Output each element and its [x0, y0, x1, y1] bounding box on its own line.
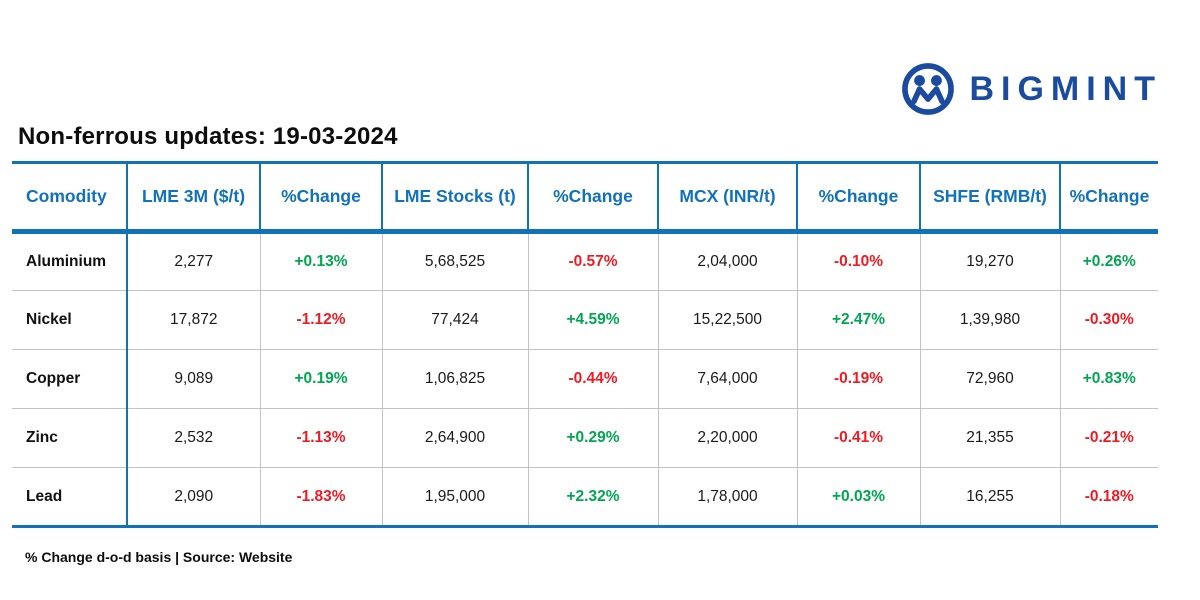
mcx-cell: 7,64,000 [657, 349, 797, 409]
mcx-change-cell: -0.10% [796, 231, 920, 291]
mcx-cell: 15,22,500 [657, 290, 797, 350]
commodity-table-container: Comodity LME 3M ($/t) %Change LME Stocks… [12, 161, 1158, 528]
shfe-cell: 16,255 [919, 467, 1060, 527]
lme-3m-change-cell: +0.19% [259, 349, 382, 409]
lme-3m-change-cell: -1.12% [259, 290, 382, 350]
shfe-change-cell: +0.26% [1059, 231, 1158, 291]
mcx-change-cell: +2.47% [796, 290, 920, 350]
column-header-shfe: SHFE (RMB/t) [919, 162, 1060, 234]
lme-stocks-change-cell: +4.59% [527, 290, 658, 350]
column-header-lme-3m: LME 3M ($/t) [126, 162, 260, 234]
lme-3m-change-cell: -1.13% [259, 408, 382, 468]
lme-stocks-cell: 1,95,000 [381, 467, 528, 527]
lme-stocks-cell: 1,06,825 [381, 349, 528, 409]
commodity-name-cell: Zinc [12, 408, 127, 468]
mcx-cell: 2,04,000 [657, 231, 797, 291]
brand-logo: BIGMINT [901, 62, 1162, 116]
lme-stocks-change-cell: +2.32% [527, 467, 658, 527]
table-row-nickel: Nickel 17,872 -1.12% 77,424 +4.59% 15,22… [12, 290, 1158, 350]
page-title: Non-ferrous updates: 19-03-2024 [18, 123, 398, 150]
shfe-change-cell: -0.30% [1059, 290, 1158, 350]
table-row-copper: Copper 9,089 +0.19% 1,06,825 -0.44% 7,64… [12, 349, 1158, 409]
lme-3m-cell: 2,532 [126, 408, 260, 468]
mcx-cell: 1,78,000 [657, 467, 797, 527]
lme-stocks-cell: 5,68,525 [381, 231, 528, 291]
lme-3m-cell: 2,277 [126, 231, 260, 291]
lme-3m-cell: 2,090 [126, 467, 260, 527]
mcx-change-cell: +0.03% [796, 467, 920, 527]
shfe-cell: 72,960 [919, 349, 1060, 409]
lme-3m-change-cell: -1.83% [259, 467, 382, 527]
lme-stocks-change-cell: +0.29% [527, 408, 658, 468]
mcx-change-cell: -0.19% [796, 349, 920, 409]
lme-stocks-change-cell: -0.57% [527, 231, 658, 291]
shfe-cell: 19,270 [919, 231, 1060, 291]
column-header-lme-3m-change: %Change [259, 162, 382, 234]
commodity-name-cell: Aluminium [26, 253, 107, 270]
lme-stocks-change-cell: -0.44% [527, 349, 658, 409]
lme-3m-cell: 9,089 [126, 349, 260, 409]
shfe-change-cell: -0.18% [1059, 467, 1158, 527]
lme-3m-change-cell: +0.13% [259, 231, 382, 291]
lme-3m-cell: 17,872 [126, 290, 260, 350]
commodity-table: Comodity LME 3M ($/t) %Change LME Stocks… [12, 161, 1158, 528]
source-note: % Change d-o-d basis | Source: Website [25, 549, 293, 565]
shfe-change-cell: +0.83% [1059, 349, 1158, 409]
table-row-zinc: Zinc 2,532 -1.13% 2,64,900 +0.29% 2,20,0… [12, 408, 1158, 468]
commodity-name-cell: Copper [12, 349, 127, 409]
table-row-lead: Lead 2,090 -1.83% 1,95,000 +2.32% 1,78,0… [12, 467, 1158, 527]
column-header-mcx: MCX (INR/t) [657, 162, 797, 234]
commodity-name-cell: Lead [12, 467, 127, 527]
lme-stocks-cell: 2,64,900 [381, 408, 528, 468]
mcx-change-cell: -0.41% [796, 408, 920, 468]
shfe-change-cell: -0.21% [1059, 408, 1158, 468]
commodity-name-cell: Nickel [12, 290, 127, 350]
table-header-row: Comodity LME 3M ($/t) %Change LME Stocks… [12, 162, 1158, 234]
lme-stocks-cell: 77,424 [381, 290, 528, 350]
column-header-comodity: Comodity [12, 162, 127, 234]
column-header-mcx-change: %Change [796, 162, 920, 234]
shfe-cell: 1,39,980 [919, 290, 1060, 350]
column-header-shfe-change: %Change [1059, 162, 1158, 234]
mcx-cell: 2,20,000 [657, 408, 797, 468]
bigmint-logo-icon [901, 62, 955, 116]
column-header-lme-stocks-change: %Change [527, 162, 658, 234]
column-header-lme-stocks: LME Stocks (t) [381, 162, 528, 234]
table-row-aluminium: Aluminium 2,277 +0.13% 5,68,525 -0.57% 2… [12, 231, 1158, 291]
shfe-cell: 21,355 [919, 408, 1060, 468]
brand-name: BIGMINT [969, 69, 1162, 108]
